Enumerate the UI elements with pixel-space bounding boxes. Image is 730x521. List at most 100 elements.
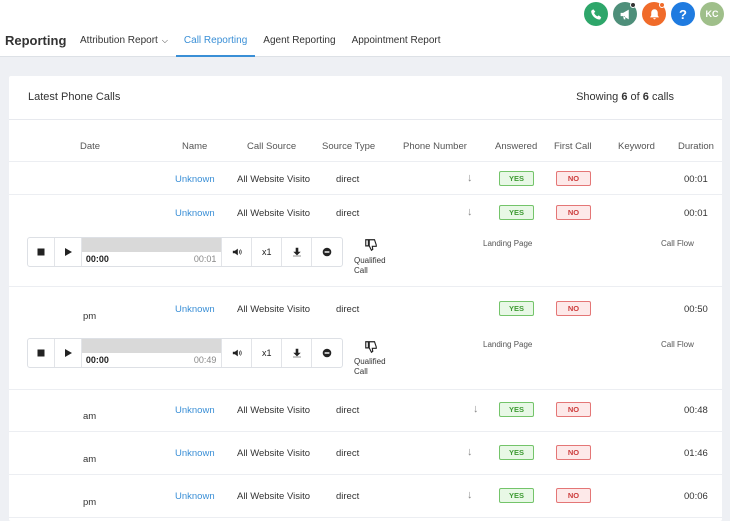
arrow-down-icon[interactable]: ↓ (473, 403, 479, 415)
caller-name-link[interactable]: Unknown (175, 448, 215, 459)
first-call-badge: NO (556, 301, 591, 316)
progress-track[interactable] (81, 339, 222, 353)
top-bar: Reporting Attribution Report ⌵ Call Repor… (0, 0, 730, 57)
landing-page-label: Landing Page (483, 239, 533, 248)
megaphone-icon[interactable] (613, 2, 637, 26)
source-type-cell: direct (336, 405, 360, 416)
current-time: 00:00 (85, 254, 109, 264)
first-call-badge: NO (556, 171, 591, 186)
audio-player: 00:00 00:01 x1 (27, 237, 343, 267)
caller-name-link[interactable]: Unknown (175, 491, 215, 502)
column-phone-number[interactable]: Phone Number (403, 141, 467, 152)
arrow-down-icon[interactable]: ↓ (467, 206, 473, 218)
qualified-label-line2: Call (354, 266, 368, 275)
column-source-type[interactable]: Source Type (322, 141, 376, 152)
table-row[interactable]: am Unknown All Website Visito direct ↓ Y… (9, 432, 722, 475)
thumbs-down-icon[interactable] (364, 340, 378, 357)
source-type-cell: direct (336, 174, 360, 185)
call-details-row: 00:00 00:01 x1 Qualified Call Landing Pa… (9, 231, 722, 287)
call-source-cell: All Website Visito (237, 208, 311, 219)
answered-badge: YES (499, 171, 534, 186)
play-button[interactable] (55, 339, 82, 367)
stop-button[interactable] (28, 238, 55, 266)
play-button[interactable] (55, 238, 82, 266)
call-details-row: 00:00 00:49 x1 Qualified Call Landing Pa… (9, 335, 722, 390)
arrow-down-icon[interactable]: ↓ (467, 172, 473, 184)
column-keyword[interactable]: Keyword (618, 141, 655, 152)
duration-cell: 00:50 (684, 304, 708, 315)
column-duration[interactable]: Duration (678, 141, 714, 152)
column-date[interactable]: Date (80, 141, 101, 152)
source-type-cell: direct (336, 448, 360, 459)
download-button[interactable] (282, 339, 313, 367)
first-call-badge: NO (556, 445, 591, 460)
table-row[interactable]: pm Unknown All Website Visito direct ↓ Y… (9, 475, 722, 518)
caller-name-link[interactable]: Unknown (175, 174, 215, 185)
source-type-cell: direct (336, 304, 360, 315)
avatar[interactable]: KC (700, 2, 724, 26)
answered-badge: YES (499, 445, 534, 460)
duration-cell: 00:01 (684, 174, 708, 185)
progress-track[interactable] (81, 238, 222, 252)
showing-suffix: calls (651, 91, 674, 103)
first-call-badge: NO (556, 488, 591, 503)
table-row[interactable]: Unknown All Website Visito direct ↓ YES … (9, 162, 722, 195)
caller-name-link[interactable]: Unknown (175, 304, 215, 315)
download-button[interactable] (282, 238, 313, 266)
column-call-source[interactable]: Call Source (247, 141, 297, 152)
audio-progress[interactable]: 00:00 00:49 (81, 339, 223, 367)
first-call-badge: NO (556, 402, 591, 417)
table-header: Date Name Call Source Source Type Phone … (9, 121, 722, 162)
playback-rate-button[interactable]: x1 (252, 339, 283, 367)
help-icon[interactable]: ? (671, 2, 695, 26)
table-row[interactable]: am Unknown All Website Visito direct ↓ Y… (9, 390, 722, 432)
playback-rate-button[interactable]: x1 (252, 238, 283, 266)
column-answered[interactable]: Answered (495, 141, 538, 152)
answered-badge: YES (499, 205, 534, 220)
duration-cell: 00:48 (684, 405, 708, 416)
date-cell: pm (83, 311, 97, 322)
card-header: Latest Phone Calls Showing 6 of 6 calls (9, 76, 722, 120)
remove-button[interactable] (312, 238, 342, 266)
tab-label: Agent Reporting (263, 35, 336, 46)
qualified-label-line2: Call (354, 367, 368, 376)
tab-label: Call Reporting (183, 35, 248, 46)
tab-agent-reporting[interactable]: Agent Reporting (255, 22, 343, 57)
qualified-call-label: Qualified Call (354, 357, 386, 377)
bell-icon[interactable] (642, 2, 666, 26)
total-time: 00:01 (193, 254, 217, 264)
showing-prefix: Showing (576, 91, 619, 103)
call-source-cell: All Website Visito (237, 405, 311, 416)
answered-badge: YES (499, 488, 534, 503)
column-name[interactable]: Name (182, 141, 208, 152)
tab-attribution-report[interactable]: Attribution Report ⌵ (72, 22, 176, 57)
answered-badge: YES (499, 301, 534, 316)
duration-cell: 01:46 (684, 448, 708, 459)
duration-cell: 00:01 (684, 208, 708, 219)
audio-player: 00:00 00:49 x1 (27, 338, 343, 368)
report-tabs: Attribution Report ⌵ Call Reporting Agent… (72, 22, 449, 57)
column-first-call[interactable]: First Call (554, 141, 592, 152)
answered-badge: YES (499, 402, 534, 417)
remove-button[interactable] (312, 339, 342, 367)
audio-progress[interactable]: 00:00 00:01 (81, 238, 223, 266)
volume-button[interactable] (222, 238, 253, 266)
landing-page-label: Landing Page (483, 340, 533, 349)
showing-count: Showing 6 of 6 calls (576, 91, 674, 103)
total-time: 00:49 (193, 355, 217, 365)
volume-button[interactable] (222, 339, 253, 367)
thumbs-down-icon[interactable] (364, 238, 378, 255)
stop-button[interactable] (28, 339, 55, 367)
phone-icon[interactable] (584, 2, 608, 26)
call-source-cell: All Website Visito (237, 174, 311, 185)
tab-appointment-report[interactable]: Appointment Report (344, 22, 449, 57)
tab-call-reporting[interactable]: Call Reporting (175, 22, 256, 57)
phone-calls-card: Latest Phone Calls Showing 6 of 6 calls … (9, 76, 722, 521)
caller-name-link[interactable]: Unknown (175, 405, 215, 416)
table-row[interactable]: pm Unknown All Website Visito direct YES… (9, 287, 722, 335)
header-actions: ? KC (584, 2, 724, 26)
arrow-down-icon[interactable]: ↓ (467, 489, 473, 501)
arrow-down-icon[interactable]: ↓ (467, 446, 473, 458)
caller-name-link[interactable]: Unknown (175, 208, 215, 219)
table-row[interactable]: Unknown All Website Visito direct ↓ YES … (9, 195, 722, 231)
